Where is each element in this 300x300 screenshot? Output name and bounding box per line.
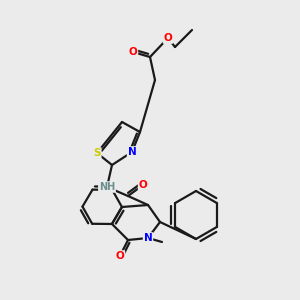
Text: NH: NH	[99, 182, 115, 192]
Text: O: O	[164, 33, 172, 43]
Text: O: O	[116, 251, 124, 261]
Text: O: O	[129, 47, 137, 57]
Text: N: N	[144, 233, 152, 243]
Text: S: S	[93, 148, 101, 158]
Text: N: N	[128, 147, 136, 157]
Text: O: O	[139, 180, 147, 190]
